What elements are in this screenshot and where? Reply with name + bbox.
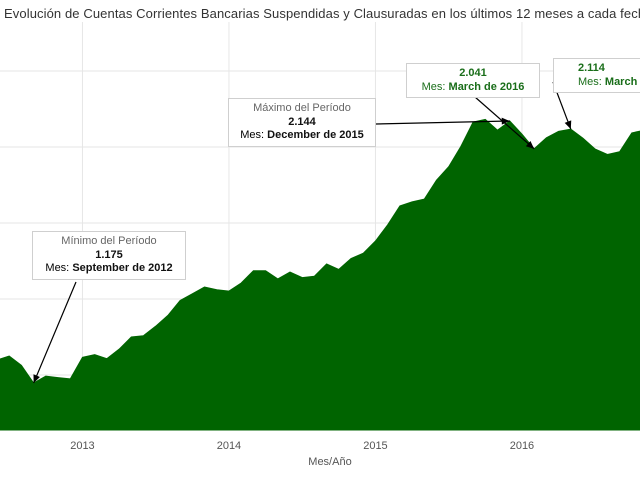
annotation-min-month-line: Mes: September de 2012 (39, 262, 179, 276)
area-series (0, 118, 640, 431)
annotation-max: Máximo del Período 2.144 Mes: December d… (228, 98, 376, 147)
annotation-max-label: Máximo del Período (253, 102, 351, 114)
x-tick-label-2014: 2014 (217, 440, 241, 452)
x-axis-label: Mes/Año (308, 456, 351, 468)
annotation-max-arrow-line (375, 120, 510, 125)
annotation-march-2016-arrow-head (525, 140, 535, 149)
annotation-min-label: Mínimo del Período (61, 235, 157, 247)
annotation-last-arrow-head (564, 120, 572, 130)
x-tick-label-2013: 2013 (70, 440, 94, 452)
x-tick-label-2015: 2015 (363, 440, 387, 452)
annotation-march-2016-value: 2.041 (459, 67, 487, 79)
annotation-max-month: December de 2015 (267, 129, 364, 141)
annotation-min-arrow-line (33, 281, 77, 384)
annotation-march-2016: 2.041 Mes: March de 2016 (406, 63, 540, 98)
chart-title: Evolución de Cuentas Corrientes Bancaria… (4, 6, 640, 21)
x-tick-label-2016: 2016 (510, 440, 534, 452)
annotation-march-2016-arrow-line (474, 96, 535, 150)
annotation-march-2016-month: March de 2016 (448, 80, 525, 93)
annotation-last-month-line: Mes: March (578, 76, 640, 90)
annotation-last-value: 2.114 (578, 62, 605, 74)
annotation-min-prefix: Mes: (45, 262, 70, 274)
annotation-max-prefix: Mes: (240, 129, 265, 141)
annotation-max-month-line: Mes: December de 2015 (235, 129, 369, 143)
annotation-last-month: March (604, 75, 638, 88)
annotation-last: 2.114 Mes: March (553, 58, 640, 93)
annotation-min-value: 1.175 (95, 248, 123, 261)
annotation-min: Mínimo del Período 1.175 Mes: September … (32, 231, 186, 280)
annotation-march-2016-prefix: Mes: (421, 80, 446, 93)
annotation-min-month: September de 2012 (72, 262, 173, 274)
annotation-march-2016-month-line: Mes: March de 2016 (413, 81, 533, 95)
annotation-max-value: 2.144 (288, 115, 316, 128)
annotation-last-prefix: Mes: (578, 75, 602, 88)
annotation-min-arrow-head (33, 374, 40, 383)
